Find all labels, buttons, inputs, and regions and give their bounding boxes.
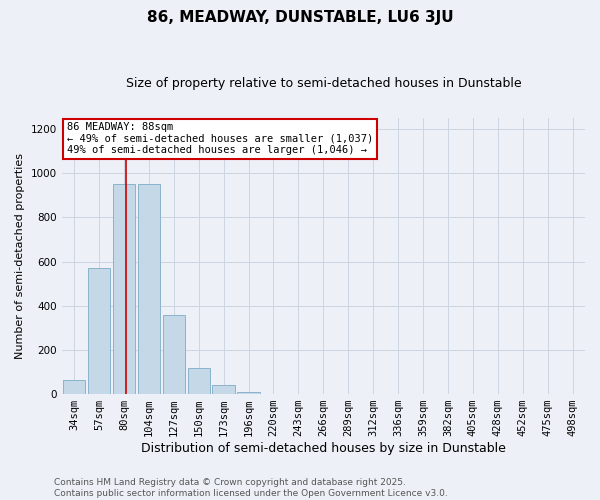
Bar [137, 184, 160, 394]
Text: 86, MEADWAY, DUNSTABLE, LU6 3JU: 86, MEADWAY, DUNSTABLE, LU6 3JU [146, 10, 454, 25]
Y-axis label: Number of semi-detached properties: Number of semi-detached properties [15, 153, 25, 359]
Title: Size of property relative to semi-detached houses in Dunstable: Size of property relative to semi-detach… [125, 78, 521, 90]
Bar [163, 314, 185, 394]
Text: Contains HM Land Registry data © Crown copyright and database right 2025.
Contai: Contains HM Land Registry data © Crown c… [54, 478, 448, 498]
X-axis label: Distribution of semi-detached houses by size in Dunstable: Distribution of semi-detached houses by … [141, 442, 506, 455]
Bar [188, 368, 210, 394]
Bar [113, 184, 135, 394]
Bar [63, 380, 85, 394]
Bar [238, 392, 260, 394]
Bar [88, 268, 110, 394]
Text: 86 MEADWAY: 88sqm
← 49% of semi-detached houses are smaller (1,037)
49% of semi-: 86 MEADWAY: 88sqm ← 49% of semi-detached… [67, 122, 373, 156]
Bar [212, 386, 235, 394]
